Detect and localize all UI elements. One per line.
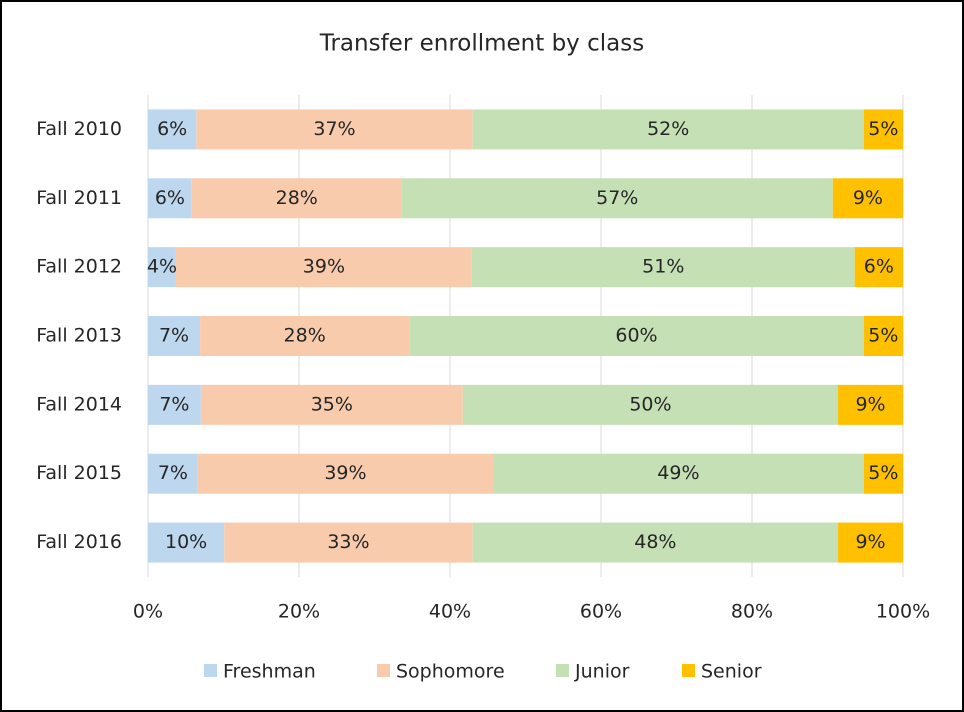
data-label: 33% [327,531,369,553]
bar-segment [472,109,864,150]
data-label: 9% [855,531,885,553]
bar-segment [401,178,833,219]
x-tick-label: 80% [731,601,773,623]
bar-segment [863,316,903,356]
bar-segment [148,247,176,288]
y-tick-label: Fall 2015 [36,462,122,484]
bar-segment [175,247,472,288]
bar-segment [462,384,839,425]
y-tick-label: Fall 2010 [36,118,122,140]
bar-segment [148,384,201,425]
x-tick-label: 0% [133,601,163,623]
data-label: 39% [324,462,366,484]
bar-segment [200,316,410,356]
data-label: 7% [158,462,188,484]
bar-segment [148,316,201,356]
x-tick-label: 20% [278,601,320,623]
data-label: 6% [157,118,187,140]
bar-segment [148,522,225,563]
data-label: 35% [311,393,353,415]
y-tick-label: Fall 2014 [36,393,122,415]
x-tick-label: 40% [429,601,471,623]
data-label: 37% [313,118,355,140]
data-label: 5% [868,325,898,347]
bar-segment [409,316,864,356]
legend-label: Freshman [223,661,316,683]
data-label: 28% [284,325,326,347]
bar-segment [493,453,864,494]
data-label: 6% [864,256,894,278]
data-label: 57% [596,187,638,209]
bar-segment [196,109,473,150]
data-label: 51% [642,256,684,278]
legend-label: Junior [574,661,630,683]
legend-swatch [377,664,390,677]
legend-swatch [556,664,569,677]
data-label: 7% [159,393,189,415]
data-label: 52% [647,118,689,140]
data-label: 48% [634,531,676,553]
data-label: 60% [615,325,657,347]
data-label: 50% [629,393,671,415]
bar-segment [191,178,402,219]
bar-segment [471,247,855,288]
bar-segment [838,384,903,425]
bar-segment [200,384,463,425]
data-label: 4% [147,256,177,278]
legend-label: Sophomore [396,661,505,683]
y-tick-label: Fall 2013 [36,325,122,347]
bar-segment [197,453,494,494]
bar-segment [832,178,903,219]
data-label: 9% [855,393,885,415]
x-tick-label: 100% [876,601,930,623]
bar-segment [854,247,903,288]
legend-swatch [204,664,217,677]
bar-segment [863,109,903,150]
data-label: 6% [155,187,185,209]
y-tick-label: Fall 2016 [36,531,122,553]
chart-title: Transfer enrollment by class [319,31,644,57]
data-label: 5% [868,462,898,484]
data-label: 10% [165,531,207,553]
y-tick-label: Fall 2011 [36,187,122,209]
bar-segment [148,453,198,494]
legend-swatch [682,664,695,677]
data-label: 28% [276,187,318,209]
bar-segment [838,522,903,563]
bar-segment [148,178,192,219]
data-label: 49% [657,462,699,484]
y-tick-label: Fall 2012 [36,256,122,278]
bar-segment [472,522,839,563]
bar-segment [148,109,197,150]
data-label: 5% [868,118,898,140]
data-label: 9% [853,187,883,209]
bar-segment [224,522,473,563]
data-label: 39% [303,256,345,278]
x-tick-label: 60% [580,601,622,623]
legend-label: Senior [701,661,762,683]
data-label: 7% [159,325,189,347]
bar-segment [863,453,903,494]
